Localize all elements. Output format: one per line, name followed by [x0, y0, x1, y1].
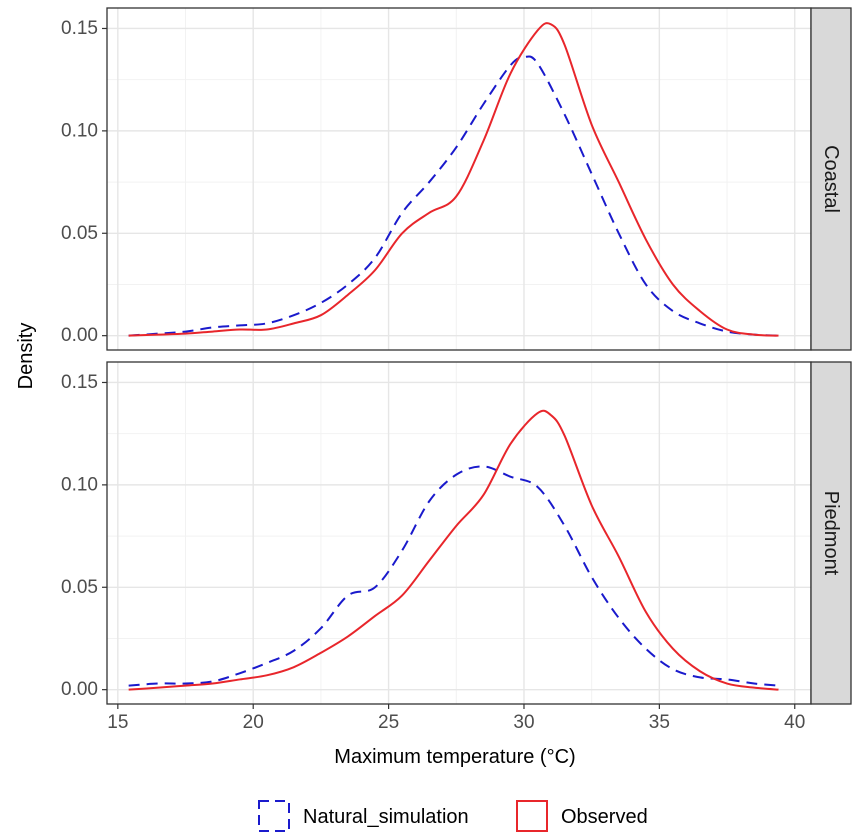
legend: Natural_simulation Observed — [258, 800, 648, 832]
x-tick-label: 20 — [243, 712, 264, 733]
legend-key-observed — [516, 800, 548, 832]
y-axis-title: Density — [15, 323, 37, 390]
facet-strip-label: Piedmont — [820, 491, 842, 576]
facet-strip — [810, 7, 852, 351]
y-tick-label: 0.10 — [61, 120, 98, 141]
facet-strip-label: Coastal — [820, 145, 842, 213]
panel-coastal: Coastal 0.00 0.05 0.10 0.15 — [61, 7, 852, 351]
legend-key-natural-simulation — [258, 800, 290, 832]
x-tick-label: 35 — [649, 712, 670, 733]
x-tick-label: 25 — [378, 712, 399, 733]
density-line-observed-coastal — [128, 22, 779, 337]
x-tick-label: 15 — [107, 712, 128, 733]
y-tick-label: 0.05 — [61, 223, 98, 244]
density-line-natural-simulation-coastal — [128, 55, 779, 337]
y-tick-label: 0.10 — [61, 474, 98, 495]
density-line-observed-piedmont — [128, 409, 779, 691]
panel-piedmont: Piedmont 0.00 0.05 0.10 0.15 15 20 25 30 35 40 — [61, 361, 852, 733]
x-tick-label: 30 — [513, 712, 534, 733]
y-tick-label: 0.15 — [61, 372, 98, 393]
density-line-natural-simulation-piedmont — [128, 465, 779, 687]
y-tick-label: 0.05 — [61, 577, 98, 598]
y-tick-label: 0.00 — [61, 679, 98, 700]
y-tick-label: 0.00 — [61, 325, 98, 346]
facet-strip — [810, 361, 852, 705]
panel-background — [107, 362, 811, 704]
x-axis-title: Maximum temperature (°C) — [334, 746, 575, 768]
x-tick-label: 40 — [784, 712, 805, 733]
legend-label-observed: Observed — [561, 806, 648, 828]
panel-background — [107, 8, 811, 350]
y-tick-label: 0.15 — [61, 18, 98, 39]
legend-label-natural-simulation: Natural_simulation — [303, 806, 469, 828]
